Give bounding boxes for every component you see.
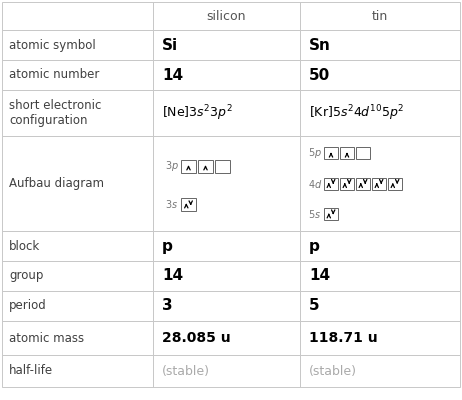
Text: Sn: Sn [309, 38, 331, 52]
Text: atomic number: atomic number [9, 68, 99, 82]
Bar [215, 160, 230, 173]
Text: 28.085 u: 28.085 u [162, 331, 231, 345]
Bar [2, 60, 153, 90]
Text: period: period [9, 300, 47, 312]
Bar [300, 2, 460, 30]
Bar [300, 291, 460, 321]
Text: block: block [9, 240, 40, 252]
Bar [153, 136, 300, 231]
Text: silicon: silicon [207, 10, 246, 22]
Text: $3s$: $3s$ [165, 198, 178, 210]
Bar [153, 261, 300, 291]
Bar [388, 178, 402, 190]
Text: 14: 14 [309, 268, 330, 284]
Text: atomic mass: atomic mass [9, 332, 84, 344]
Bar [300, 231, 460, 261]
Text: $\mathregular{[Kr]5}s^2\mathregular{4}d^{10}\mathregular{5}p^2$: $\mathregular{[Kr]5}s^2\mathregular{4}d^… [309, 103, 404, 123]
Bar [300, 136, 460, 231]
Bar [300, 30, 460, 60]
Bar [153, 2, 300, 30]
Text: 5: 5 [309, 298, 320, 314]
Bar [181, 160, 196, 173]
Bar [2, 291, 153, 321]
Text: 50: 50 [309, 68, 330, 82]
Bar [324, 178, 338, 190]
Text: Aufbau diagram: Aufbau diagram [9, 177, 104, 190]
Text: 3: 3 [162, 298, 173, 314]
Bar [324, 147, 338, 159]
Bar [153, 231, 300, 261]
Bar [340, 178, 354, 190]
Text: $3p$: $3p$ [165, 159, 179, 174]
Bar [300, 261, 460, 291]
Text: 14: 14 [162, 68, 183, 82]
Text: short electronic
configuration: short electronic configuration [9, 99, 101, 127]
Bar [153, 60, 300, 90]
Text: 118.71 u: 118.71 u [309, 331, 377, 345]
Text: Si: Si [162, 38, 178, 52]
Bar [2, 355, 153, 387]
Bar [324, 208, 338, 220]
Bar [340, 147, 354, 159]
Bar [2, 261, 153, 291]
Bar [153, 90, 300, 136]
Text: $5p$: $5p$ [308, 146, 322, 160]
Text: p: p [162, 238, 173, 254]
Text: p: p [309, 238, 320, 254]
Text: half-life: half-life [9, 364, 53, 378]
Bar [372, 178, 386, 190]
Bar [2, 136, 153, 231]
Bar [300, 355, 460, 387]
Bar [2, 231, 153, 261]
Bar [300, 90, 460, 136]
Text: $4d$: $4d$ [308, 178, 322, 190]
Text: atomic symbol: atomic symbol [9, 38, 96, 52]
Bar [356, 147, 370, 159]
Text: (stable): (stable) [309, 364, 357, 378]
Text: tin: tin [372, 10, 388, 22]
Bar [153, 291, 300, 321]
Text: 14: 14 [162, 268, 183, 284]
Text: group: group [9, 270, 43, 282]
Bar [300, 60, 460, 90]
Bar [2, 2, 153, 30]
Bar [153, 321, 300, 355]
Bar [181, 198, 196, 211]
Bar [300, 321, 460, 355]
Bar [198, 160, 213, 173]
Bar [153, 355, 300, 387]
Bar [2, 321, 153, 355]
Text: $5s$: $5s$ [308, 208, 321, 220]
Bar [2, 90, 153, 136]
Bar [153, 30, 300, 60]
Text: (stable): (stable) [162, 364, 210, 378]
Bar [356, 178, 370, 190]
Text: $\mathregular{[Ne]3}s^2\mathregular{3}p^2$: $\mathregular{[Ne]3}s^2\mathregular{3}p^… [162, 103, 233, 123]
Bar [2, 30, 153, 60]
